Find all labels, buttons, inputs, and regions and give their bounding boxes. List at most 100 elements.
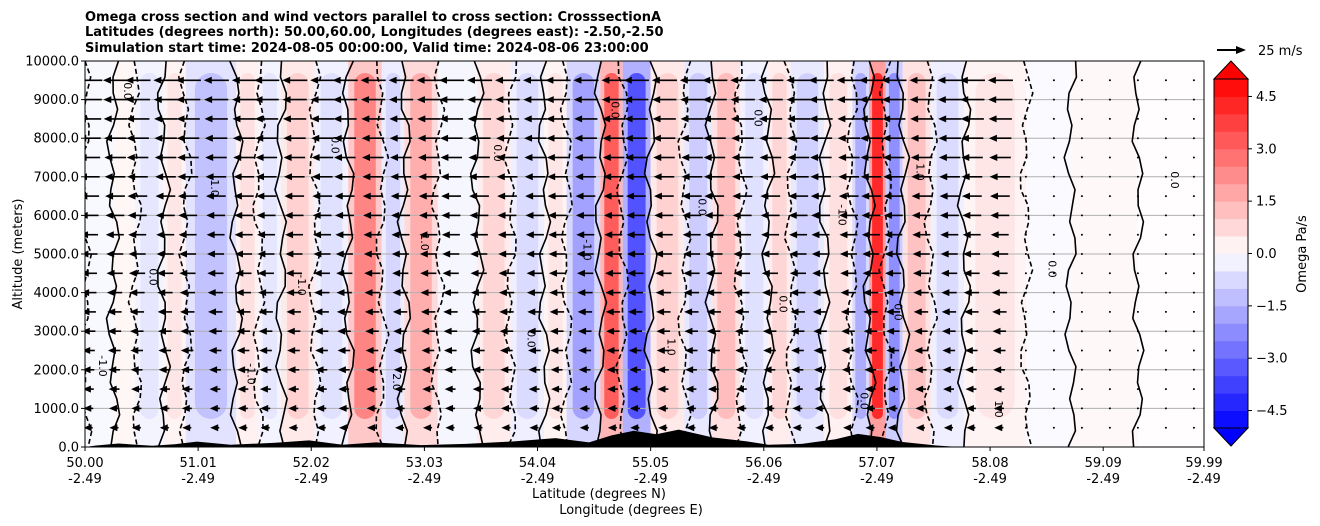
omega-core <box>689 73 708 419</box>
wind-vector-head <box>655 250 664 258</box>
omega-core <box>194 73 228 419</box>
wind-vector-head <box>655 269 664 277</box>
contour-line <box>274 61 288 447</box>
wind-vector-head <box>128 269 137 277</box>
wind-vector-head <box>417 115 426 123</box>
wind-vector-calm <box>1080 79 1083 82</box>
wind-vector-calm <box>1080 330 1083 333</box>
wind-vector-head <box>259 347 268 354</box>
wind-vector-head <box>85 385 91 393</box>
wind-vector-head <box>577 289 586 297</box>
x-tick-label-lat: 50.00 <box>66 456 103 471</box>
omega-core <box>140 73 159 419</box>
wind-vector-head <box>885 289 894 297</box>
wind-vector-head <box>865 404 874 412</box>
wind-vector-head <box>790 327 799 335</box>
wind-vector-head <box>104 173 113 181</box>
wind-vector-head <box>758 115 767 123</box>
wind-vector-head <box>861 211 870 219</box>
wind-vector-calm <box>1136 407 1139 410</box>
omega-core <box>855 73 867 419</box>
wind-vector-head <box>988 96 997 104</box>
wind-vector-head <box>392 289 401 297</box>
wind-vector-head <box>127 173 136 181</box>
wind-vector-head <box>108 385 117 393</box>
wind-vector-head <box>286 289 295 297</box>
wind-vector-head <box>910 154 919 161</box>
wind-vector-head <box>501 404 510 412</box>
colorbar-segment <box>1214 323 1248 342</box>
wind-vector-head <box>237 404 246 412</box>
wind-vector-head <box>990 231 999 239</box>
wind-vector-head <box>624 134 633 142</box>
wind-vector-calm <box>1080 233 1083 236</box>
wind-vector-calm <box>1052 388 1055 391</box>
wind-vector-head <box>839 211 848 219</box>
wind-vector-calm <box>1080 137 1083 140</box>
contour-label: 0.0 <box>695 198 708 216</box>
wind-vector-head <box>735 347 744 354</box>
wind-vector-head <box>237 385 246 393</box>
wind-vector-calm <box>1080 156 1083 159</box>
x-tick-label-lat: 58.08 <box>971 456 1008 471</box>
wind-vector-head <box>913 289 922 297</box>
wind-vector-head <box>762 327 771 335</box>
wind-vector-head <box>238 424 247 432</box>
wind-vector-calm <box>1192 79 1195 82</box>
wind-vector-head <box>604 269 613 277</box>
wind-vector-head <box>763 347 772 354</box>
wind-vector-head <box>156 250 165 258</box>
wind-vector-head <box>883 173 892 181</box>
wind-vector-calm <box>1024 426 1027 429</box>
contour-line <box>559 61 574 447</box>
wind-vector-head <box>884 231 893 239</box>
wind-vector-head <box>943 404 952 412</box>
omega-core <box>745 73 764 419</box>
wind-vector-head <box>181 404 190 412</box>
wind-vector-head <box>551 385 560 393</box>
omega-core <box>829 73 848 419</box>
wind-vector-head <box>469 211 478 219</box>
wind-vector-calm <box>1080 407 1083 410</box>
wind-vector-head <box>682 231 691 239</box>
wind-vector-head <box>182 424 191 432</box>
wind-vector-head <box>579 424 588 432</box>
wind-vector-head <box>332 76 341 84</box>
wind-vector-head <box>886 327 895 335</box>
wind-vector-calm <box>1024 117 1027 120</box>
contour-line <box>1063 61 1078 447</box>
wind-vector-head <box>937 76 946 84</box>
wind-vector-head <box>685 385 694 393</box>
wind-vector-head <box>312 211 321 219</box>
contour-label: 0.0 <box>328 136 341 154</box>
wind-vector-calm <box>1164 253 1167 255</box>
wind-vector-head <box>85 366 91 374</box>
wind-vector-calm <box>1052 175 1055 178</box>
contour-line <box>845 61 860 447</box>
wind-vector-head <box>443 347 452 354</box>
y-tick-label: 1000.0 <box>34 402 80 417</box>
wind-vector-calm <box>1024 175 1027 178</box>
wind-vector-head <box>496 134 505 142</box>
wind-vector-calm <box>1080 291 1083 294</box>
wind-vector-head <box>105 192 114 200</box>
wind-vector-head <box>388 76 397 84</box>
wind-vector-calm <box>1052 98 1055 101</box>
wind-vector-head <box>260 424 269 432</box>
wind-vector-head <box>159 385 168 393</box>
wind-vector-head <box>861 192 870 200</box>
wind-vector-head <box>864 347 873 354</box>
colorbar-segment <box>1214 340 1248 359</box>
wind-vector-head <box>862 250 871 258</box>
wind-vector-head <box>316 404 325 412</box>
wind-vector-head <box>913 269 922 277</box>
wind-vector-head <box>993 366 1002 374</box>
wind-vector-head <box>469 231 478 239</box>
y-tick-label: 3000.0 <box>34 325 80 340</box>
wind-vector-head <box>841 327 850 335</box>
wind-vector-head <box>881 76 890 84</box>
wind-vector-head <box>915 424 924 432</box>
wind-vector-head <box>734 327 743 335</box>
wind-vector-head <box>391 250 400 258</box>
wind-vector-head <box>574 134 583 142</box>
